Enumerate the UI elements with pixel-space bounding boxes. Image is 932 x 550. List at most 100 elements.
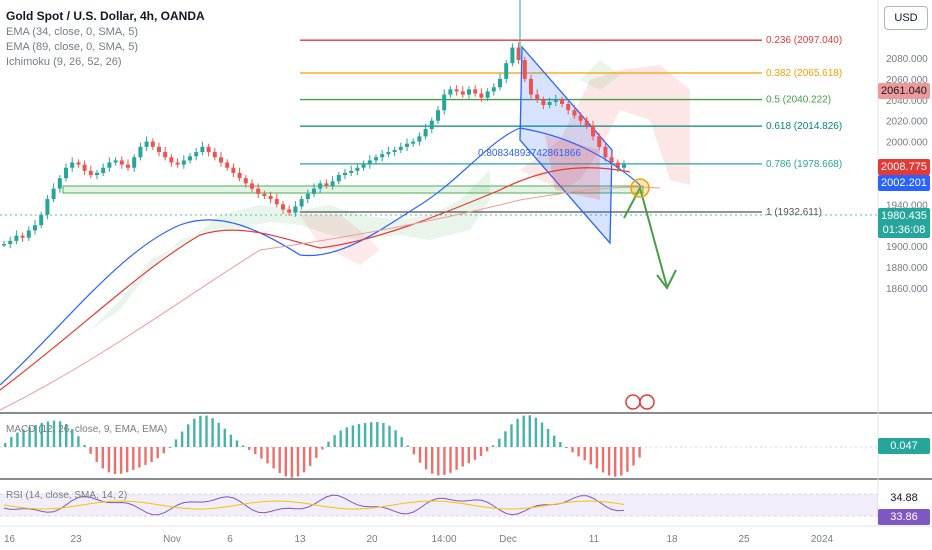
candle-body — [355, 167, 360, 171]
candle-body — [349, 170, 354, 173]
candle-body — [361, 164, 366, 168]
macd-bar — [461, 447, 464, 467]
macd-bar — [95, 447, 98, 462]
macd-bar — [418, 447, 422, 463]
macd-bar — [205, 415, 208, 447]
candle-body — [64, 167, 68, 179]
macd-bar — [595, 447, 599, 469]
macd-bar — [315, 447, 318, 458]
macd-bar — [34, 424, 37, 447]
candle-body — [157, 146, 161, 153]
ema34-line — [0, 127, 641, 386]
macd-bar — [473, 447, 477, 460]
candle-body — [597, 136, 602, 147]
candle-body — [150, 141, 155, 147]
macd-bar — [559, 442, 562, 447]
macd-bar — [223, 428, 226, 447]
candle-body — [188, 156, 192, 161]
macd-bar — [363, 423, 367, 447]
macd-bar — [498, 438, 501, 447]
macd-bar — [382, 422, 385, 447]
macd-bar — [571, 447, 574, 453]
macd-bar — [65, 424, 68, 447]
symbol-title[interactable]: Gold Spot / U.S. Dollar, 4h, OANDA — [6, 9, 205, 23]
rsi-value1-tag: 34.88 — [878, 490, 930, 506]
macd-label[interactable]: MACD (12, 26, close, 9, EMA, EMA) — [6, 424, 168, 435]
candle-body — [82, 164, 87, 171]
macd-bar — [583, 447, 586, 461]
macd-bar — [187, 424, 190, 447]
macd-bar — [89, 447, 92, 454]
candle-body — [423, 129, 428, 137]
channel-red — [545, 135, 600, 200]
macd-bar — [83, 444, 86, 447]
macd-bar — [302, 447, 306, 473]
candle-body — [293, 206, 298, 213]
price-tick-label: 1940.000 — [886, 200, 928, 211]
candle-body — [436, 110, 440, 121]
candle-body — [26, 230, 31, 238]
time-tick-label: 11 — [589, 534, 600, 545]
macd-bar — [601, 447, 605, 473]
macd-bar — [339, 430, 342, 447]
macd-bar — [424, 447, 428, 470]
candle-body — [237, 172, 242, 179]
macd-bar — [113, 447, 117, 475]
macd-bar — [101, 447, 104, 469]
cloud-bull-2 — [580, 60, 620, 90]
candle-body — [225, 162, 230, 168]
indicator-ichimoku[interactable]: Ichimoku (9, 26, 52, 26) — [6, 56, 122, 68]
candle-body — [101, 167, 106, 173]
macd-bar — [412, 447, 416, 455]
candle-body — [535, 94, 540, 100]
macd-bar — [522, 415, 525, 447]
macd-bar — [58, 421, 62, 447]
candle-body — [14, 235, 19, 241]
macd-bar — [431, 447, 434, 474]
macd-bar — [626, 447, 629, 472]
candle-body — [268, 195, 273, 200]
event-icon — [639, 394, 655, 410]
macd-bar — [467, 447, 470, 464]
candle-body — [603, 146, 608, 158]
candle-body — [312, 188, 316, 194]
candlesticks — [2, 42, 626, 249]
macd-bar — [119, 447, 123, 474]
macd-bar — [357, 424, 361, 447]
candle-body — [392, 149, 397, 153]
candle-body — [305, 193, 310, 200]
rsi-label[interactable]: RSI (14, close, SMA, 14, 2) — [6, 490, 128, 501]
candle-body — [491, 87, 496, 92]
currency-button[interactable]: USD — [884, 6, 928, 30]
macd-value-tag: 0.047 — [878, 438, 930, 454]
candle-body — [119, 160, 124, 165]
candle-body — [336, 175, 341, 182]
time-tick-label: 23 — [70, 534, 82, 545]
candle-body — [113, 160, 118, 163]
macd-bar — [211, 418, 214, 447]
indicator-ema89[interactable]: EMA (89, close, 0, SMA, 5) — [6, 41, 139, 53]
macd-bar — [16, 432, 19, 447]
support-zone — [62, 185, 644, 194]
rsi-value2-tag: 33.86 — [878, 509, 930, 525]
macd-bar — [394, 430, 397, 447]
indicator-ema34[interactable]: EMA (34, close, 0, SMA, 5) — [6, 26, 139, 38]
descending-channel: 0.80834893742861866 — [478, 45, 613, 245]
candle-body — [274, 199, 279, 205]
price-tick-label: 2040.000 — [886, 96, 928, 107]
macd-bar — [10, 437, 13, 447]
fib-levels: 0.236 (2097.040) 0.382 (2065.618) 0.5 (204… — [0, 35, 878, 218]
candle-body — [479, 93, 484, 98]
countdown-tag: 01:36:08 — [878, 222, 930, 238]
macd-bar — [400, 437, 403, 447]
candle-body — [485, 91, 490, 98]
macd-bar — [510, 424, 513, 447]
macd-bar — [565, 447, 568, 448]
time-tick-label: 14:00 — [431, 534, 456, 545]
macd-bar — [351, 425, 355, 447]
candle-body — [572, 110, 577, 116]
macd-bar — [492, 445, 495, 447]
candle-body — [20, 235, 25, 238]
